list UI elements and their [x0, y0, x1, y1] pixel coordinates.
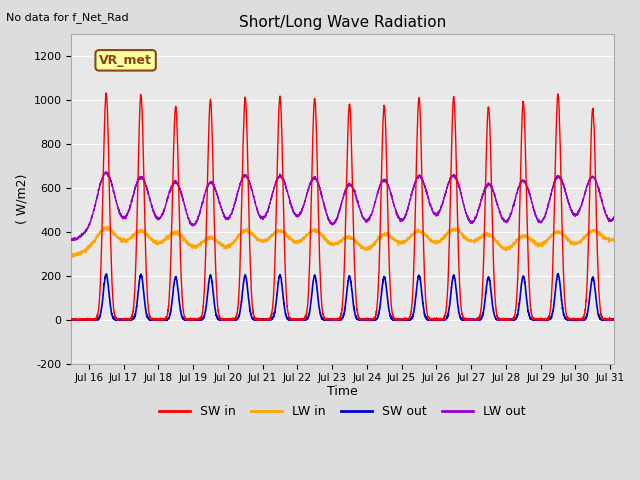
Title: Short/Long Wave Radiation: Short/Long Wave Radiation: [239, 15, 446, 30]
Y-axis label: ( W/m2): ( W/m2): [15, 174, 28, 224]
Text: VR_met: VR_met: [99, 54, 152, 67]
X-axis label: Time: Time: [327, 385, 358, 398]
Text: No data for f_Net_Rad: No data for f_Net_Rad: [6, 12, 129, 23]
Legend: SW in, LW in, SW out, LW out: SW in, LW in, SW out, LW out: [154, 400, 531, 423]
